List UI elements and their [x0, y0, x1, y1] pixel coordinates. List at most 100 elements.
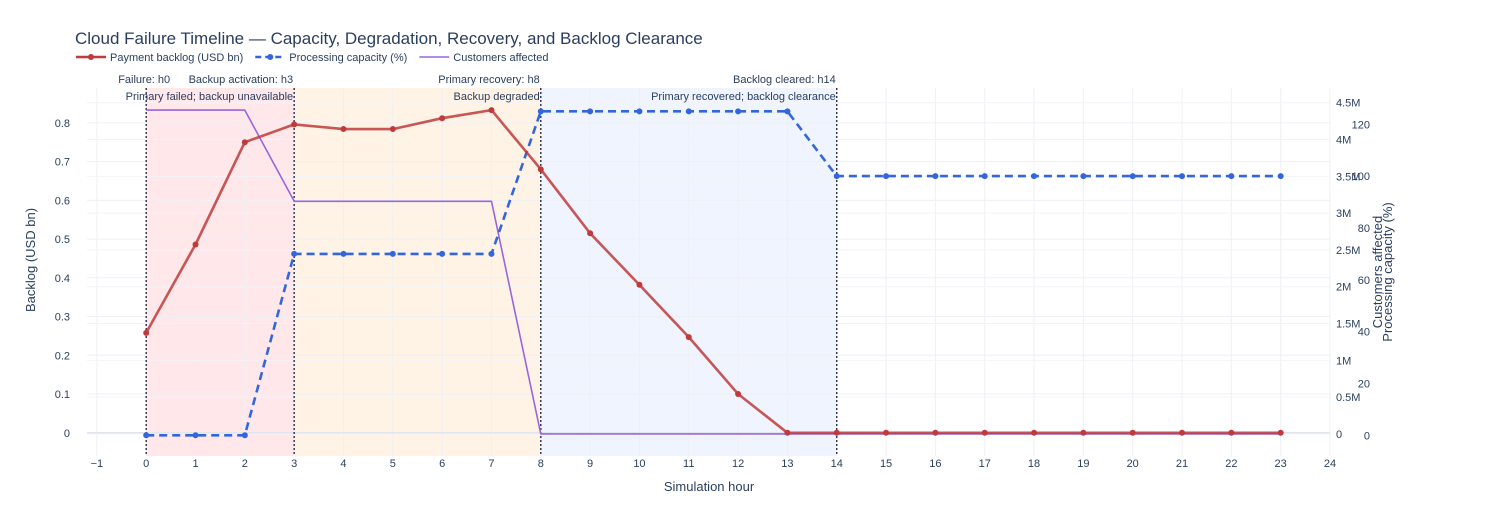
y-right-1-tick-label: 2.5M — [1336, 245, 1360, 257]
y-left-tick-label: 0.5 — [55, 234, 70, 246]
y-right-1-tick-label: 0.5M — [1336, 392, 1360, 404]
x-tick-label: 3 — [291, 458, 297, 470]
data-point — [735, 108, 742, 115]
annotations: Failure: h0 Backup activation: h3 Primary … — [118, 74, 836, 103]
x-tick-label: 8 — [538, 458, 544, 470]
x-tick-label: −1 — [91, 458, 104, 470]
data-point — [1179, 173, 1186, 180]
data-point — [537, 108, 544, 115]
annotation-label: Backlog cleared: h14 — [733, 74, 836, 86]
data-point — [1080, 173, 1087, 180]
y-left-tick-label: 0.4 — [55, 273, 70, 285]
data-point — [389, 126, 396, 133]
data-point — [636, 281, 643, 288]
data-point — [439, 115, 446, 122]
x-tick-label: 21 — [1176, 458, 1188, 470]
y-right-1-tick-label: 3.5M — [1336, 171, 1360, 183]
data-point — [833, 429, 840, 436]
y-right-1-tick-label: 2M — [1336, 282, 1351, 294]
y-right-1-tick-label: 0 — [1336, 429, 1342, 441]
x-tick-label: 19 — [1077, 458, 1089, 470]
event-lines — [145, 88, 838, 456]
x-tick-label: 18 — [1028, 458, 1040, 470]
legend-marker — [267, 54, 274, 60]
series-line — [146, 110, 1281, 437]
annotation-label: Backup activation: h3 — [189, 74, 294, 86]
data-point — [735, 391, 742, 398]
x-tick-label: 11 — [683, 458, 694, 470]
y-left-tick-label: 0 — [64, 428, 70, 440]
tick-labels: −1 0 1 2 3 4 5 6 7 8 9 10 11 12 13 14 15 16 17 18 19 20 21 22 23… — [55, 98, 1370, 470]
annotation-label: Backup degraded — [454, 91, 540, 103]
y-right-2-tick-label: 80 — [1358, 223, 1370, 235]
x-tick-label: 10 — [633, 458, 645, 470]
data-point — [291, 121, 298, 128]
data-point — [1129, 429, 1136, 436]
legend-marker — [88, 54, 94, 60]
data-point — [636, 108, 643, 115]
data-point — [883, 173, 890, 180]
data-point — [981, 173, 988, 180]
x-tick-label: 24 — [1324, 458, 1336, 470]
data-point — [439, 250, 446, 257]
y-right-1-tick-label: 1.5M — [1336, 319, 1360, 331]
data-point — [1179, 429, 1186, 436]
y-right-1-tick-label: 1M — [1336, 355, 1351, 367]
y-left-tick-label: 0.2 — [55, 350, 70, 362]
data-point — [685, 334, 692, 341]
shaded-region — [146, 88, 295, 456]
annotation-label: Primary recovery: h8 — [438, 74, 539, 86]
x-tick-label: 2 — [242, 458, 248, 470]
x-tick-label: 17 — [979, 458, 991, 470]
data-point — [1228, 429, 1235, 436]
data-point — [537, 166, 544, 173]
y-right-2-tick-label: 20 — [1358, 378, 1370, 390]
x-tick-label: 16 — [929, 458, 941, 470]
data-point — [340, 250, 347, 257]
data-point — [1031, 173, 1038, 180]
data-point — [685, 108, 692, 115]
y-left-tick-label: 0.6 — [55, 195, 70, 207]
y-right-1-tick-label: 4.5M — [1336, 98, 1360, 110]
x-tick-label: 13 — [781, 458, 793, 470]
legend: Payment backlog (USD bn) Processing capac… — [76, 52, 548, 64]
data-point — [587, 230, 594, 237]
annotation-label: Primary recovered; backlog clearance — [651, 91, 836, 103]
x-tick-label: 1 — [192, 458, 198, 470]
data-point — [932, 429, 939, 436]
data-point — [833, 173, 840, 180]
chart-title: Cloud Failure Timeline — Capacity, Degra… — [75, 29, 703, 48]
y-axis-title-right-1: Customers affected — [1370, 216, 1385, 328]
y-right-2-tick-label: 0 — [1364, 430, 1370, 442]
data-point — [587, 108, 594, 115]
y-axis-title-right-2: Processing capacity (%) — [1380, 202, 1395, 341]
data-point — [192, 241, 199, 248]
x-tick-label: 7 — [488, 458, 494, 470]
data-point — [488, 107, 495, 114]
shaded-region — [294, 88, 541, 456]
y-right-2-tick-label: 60 — [1358, 275, 1370, 287]
x-tick-label: 5 — [390, 458, 396, 470]
y-left-tick-label: 0.7 — [55, 157, 70, 169]
y-left-tick-label: 0.3 — [55, 312, 70, 324]
annotation-label: Primary failed; backup unavailable — [126, 91, 294, 103]
y-right-1-tick-label: 4M — [1336, 135, 1351, 147]
data-point — [241, 139, 248, 146]
data-point — [1228, 173, 1235, 180]
x-tick-label: 0 — [143, 458, 149, 470]
data-point — [389, 250, 396, 257]
y-right-2-tick-label: 120 — [1352, 119, 1370, 131]
legend-label: Customers affected — [453, 52, 548, 64]
annotation-label: Failure: h0 — [118, 74, 170, 86]
data-point — [192, 432, 199, 439]
data-point — [340, 126, 347, 133]
data-point — [784, 429, 791, 436]
data-point — [932, 173, 939, 180]
x-tick-label: 4 — [340, 458, 346, 470]
y-left-tick-label: 0.1 — [55, 389, 70, 401]
data-point — [981, 429, 988, 436]
x-tick-label: 6 — [439, 458, 445, 470]
data-point — [1277, 173, 1284, 180]
y-left-tick-label: 0.8 — [55, 118, 70, 130]
